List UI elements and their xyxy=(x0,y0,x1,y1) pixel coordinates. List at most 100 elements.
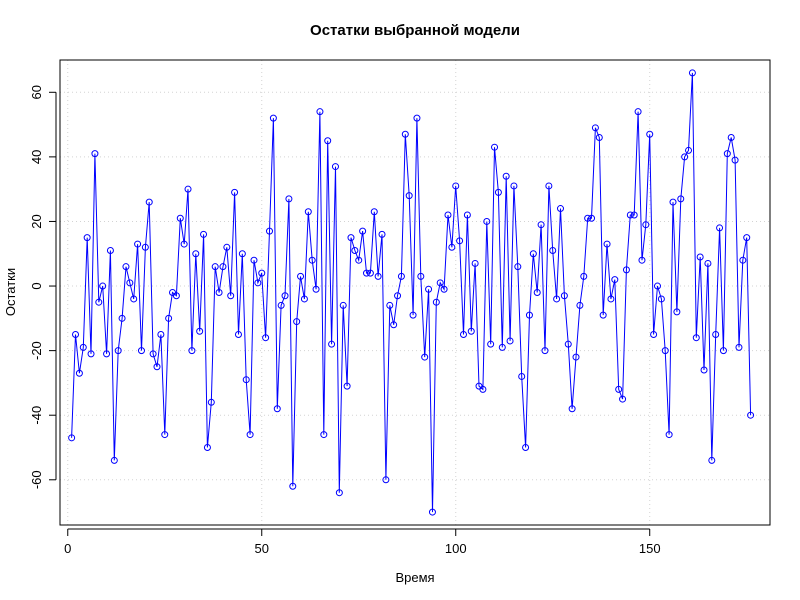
data-point xyxy=(681,153,689,161)
data-point xyxy=(145,198,153,206)
data-point xyxy=(409,311,417,319)
data-point xyxy=(572,353,580,361)
data-point xyxy=(126,279,134,287)
data-point xyxy=(184,185,192,193)
y-tick-label: 40 xyxy=(29,150,44,164)
data-point xyxy=(231,188,239,196)
data-point xyxy=(599,311,607,319)
data-point xyxy=(339,301,347,309)
y-tick-label: -40 xyxy=(29,406,44,425)
data-point xyxy=(467,327,475,335)
y-tick-label: -20 xyxy=(29,341,44,360)
data-point xyxy=(603,240,611,248)
data-point xyxy=(576,301,584,309)
data-point xyxy=(661,347,669,355)
data-point xyxy=(203,444,211,451)
data-point xyxy=(688,69,696,77)
data-point xyxy=(273,405,281,413)
axes: 0 50 100 150 -60 -40 -20 0 20 40 60 xyxy=(29,85,661,556)
data-point xyxy=(459,330,467,338)
data-point xyxy=(320,431,328,439)
data-point xyxy=(397,272,405,280)
data-point xyxy=(716,224,724,232)
data-point xyxy=(479,385,487,393)
data-point xyxy=(304,208,312,216)
data-point xyxy=(405,192,413,200)
data-point xyxy=(545,182,553,190)
data-point xyxy=(522,444,530,451)
data-point xyxy=(401,130,409,138)
data-point xyxy=(370,208,378,216)
data-point xyxy=(727,134,735,141)
data-point xyxy=(696,253,704,261)
data-point xyxy=(366,269,374,277)
data-point xyxy=(638,256,646,264)
data-point xyxy=(122,263,130,271)
data-point xyxy=(331,163,339,171)
data-point xyxy=(262,334,270,342)
data-point xyxy=(297,272,305,280)
data-point xyxy=(417,272,425,280)
data-point xyxy=(556,205,564,213)
data-point xyxy=(483,217,491,225)
x-tick-label: 150 xyxy=(639,541,661,556)
data-point xyxy=(456,237,464,245)
data-point xyxy=(134,240,142,248)
data-point xyxy=(215,289,223,296)
data-point xyxy=(560,292,568,300)
data-point xyxy=(382,476,390,484)
data-point xyxy=(719,347,727,355)
data-point xyxy=(723,150,731,158)
data-point xyxy=(553,295,561,303)
data-point xyxy=(312,285,320,293)
data-point xyxy=(266,227,274,235)
data-point xyxy=(432,298,440,306)
data-point xyxy=(533,289,541,296)
data-point xyxy=(452,182,460,190)
data-point xyxy=(106,247,114,255)
data-point xyxy=(440,285,448,293)
data-point xyxy=(646,130,654,138)
data-point xyxy=(153,363,161,371)
series-layer xyxy=(68,69,755,516)
data-point xyxy=(79,343,87,351)
data-point xyxy=(246,431,254,439)
data-point xyxy=(281,292,289,300)
data-point xyxy=(83,234,91,242)
data-point xyxy=(514,263,522,271)
data-point xyxy=(219,263,227,271)
data-point xyxy=(188,347,196,355)
data-point xyxy=(747,411,755,419)
data-point xyxy=(630,211,638,219)
data-point xyxy=(700,366,708,374)
data-point xyxy=(595,134,603,141)
data-point xyxy=(712,330,720,338)
data-point xyxy=(328,340,336,348)
x-tick-label: 0 xyxy=(64,541,71,556)
grid xyxy=(60,60,770,525)
data-point xyxy=(72,330,80,338)
data-point xyxy=(444,211,452,219)
data-point xyxy=(487,340,495,348)
data-point xyxy=(386,301,394,309)
data-point xyxy=(421,353,429,361)
data-point xyxy=(308,256,316,264)
y-tick-label: 60 xyxy=(29,85,44,99)
data-point xyxy=(378,230,386,238)
data-point xyxy=(277,301,285,309)
data-point xyxy=(250,256,258,264)
data-point xyxy=(390,321,398,329)
data-point xyxy=(285,195,293,203)
data-point xyxy=(541,347,549,355)
data-point xyxy=(223,243,231,251)
data-point xyxy=(343,382,351,390)
data-point xyxy=(114,347,122,355)
data-point xyxy=(359,227,367,235)
y-tick-label: -60 xyxy=(29,470,44,489)
x-axis-label: Время xyxy=(395,570,434,585)
data-point xyxy=(564,340,572,348)
data-point xyxy=(665,431,673,439)
data-point xyxy=(626,211,634,219)
data-point xyxy=(75,369,83,377)
